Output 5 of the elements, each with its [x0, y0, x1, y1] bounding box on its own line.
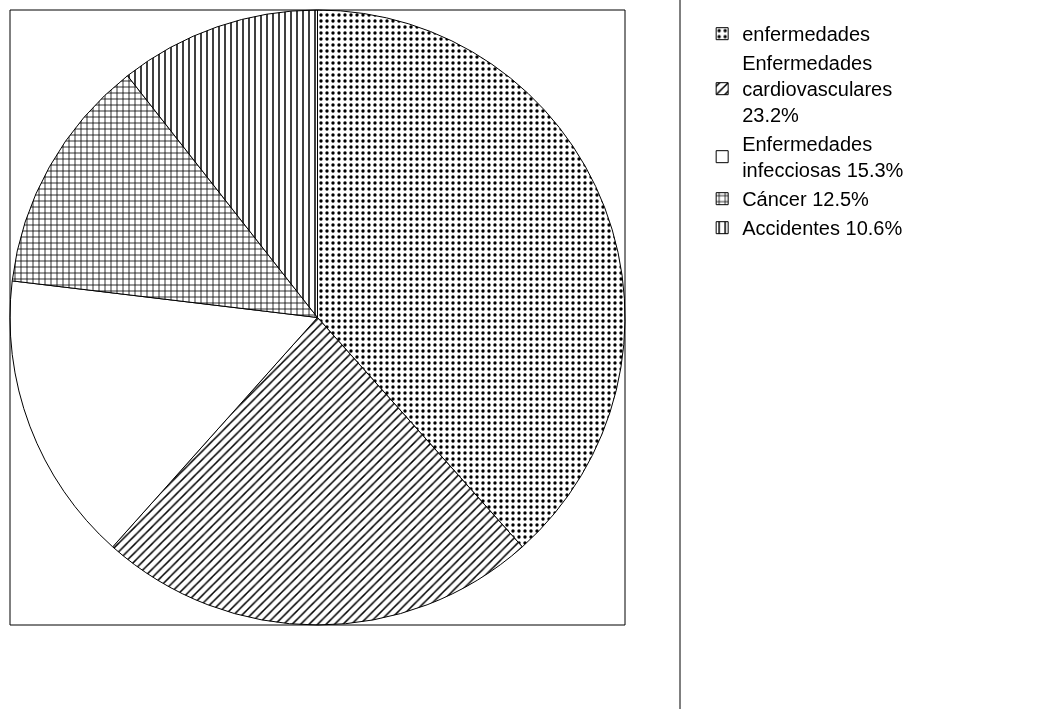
legend-label: enfermedades — [742, 23, 871, 46]
legend-label: Cáncer 12.5% — [742, 188, 870, 211]
legend-label: Enfermedades infecciosas 15.3% — [742, 133, 904, 182]
legend-label: Accidentes 10.6% — [742, 217, 903, 240]
legend-label: Enfermedades cardiovasculares 23.2% — [742, 52, 893, 127]
